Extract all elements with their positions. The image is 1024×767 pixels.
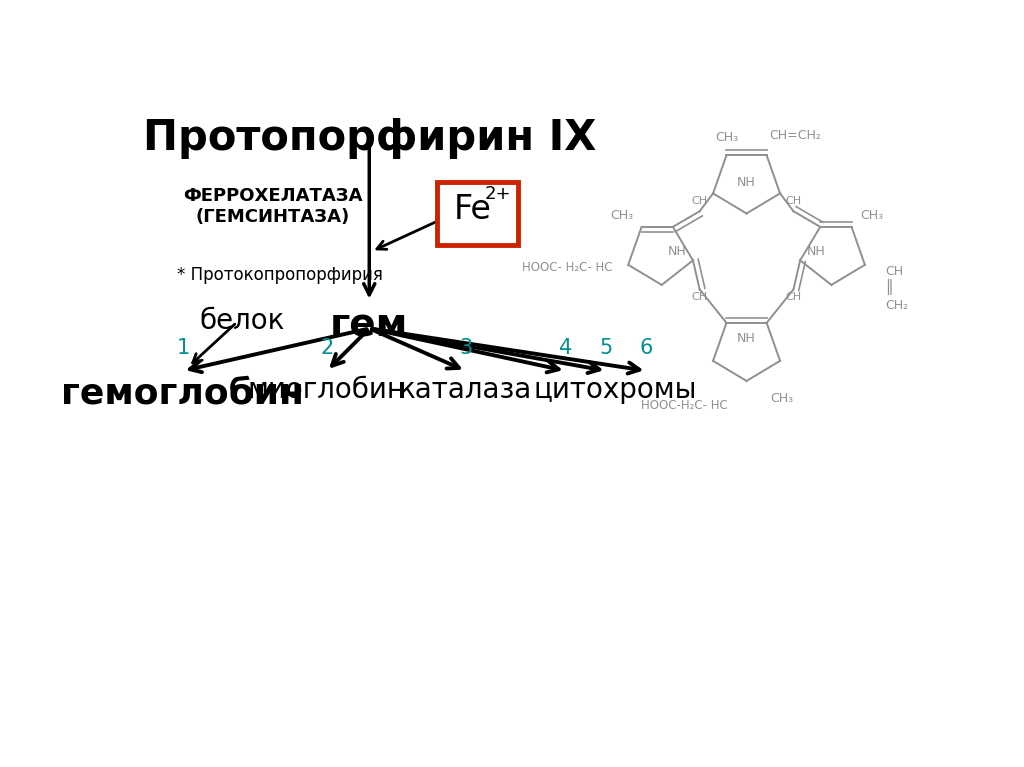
Bar bbox=[437, 182, 518, 245]
Text: CH: CH bbox=[885, 265, 903, 278]
Text: 5: 5 bbox=[600, 337, 613, 357]
Text: NH: NH bbox=[737, 332, 756, 345]
Text: 1: 1 bbox=[176, 337, 189, 357]
Text: белок: белок bbox=[200, 307, 285, 335]
Text: CH: CH bbox=[691, 291, 708, 301]
Text: миоглобин: миоглобин bbox=[248, 376, 406, 404]
Text: * Протокопропорфирия: * Протокопропорфирия bbox=[177, 265, 383, 284]
Text: CH₃: CH₃ bbox=[860, 209, 883, 222]
Text: гем: гем bbox=[330, 307, 409, 345]
Text: Fe: Fe bbox=[454, 193, 492, 225]
Text: ‖: ‖ bbox=[885, 279, 893, 295]
Text: гемоглобин: гемоглобин bbox=[61, 376, 304, 410]
Text: NH: NH bbox=[737, 176, 756, 189]
Text: CH=CH₂: CH=CH₂ bbox=[770, 129, 821, 142]
Text: CH₃: CH₃ bbox=[610, 209, 633, 222]
Text: HOOC- H₂C- HC: HOOC- H₂C- HC bbox=[522, 261, 612, 274]
Text: CH: CH bbox=[785, 196, 802, 206]
Text: 2+: 2+ bbox=[484, 185, 511, 202]
Text: цитохромы: цитохромы bbox=[534, 376, 697, 404]
Text: NH: NH bbox=[807, 245, 825, 258]
Text: CH: CH bbox=[691, 196, 708, 206]
Text: CH₃: CH₃ bbox=[715, 131, 738, 144]
Text: CH₃: CH₃ bbox=[771, 392, 794, 405]
Text: каталаза: каталаза bbox=[399, 376, 532, 404]
Text: 6: 6 bbox=[640, 337, 653, 357]
Text: 3: 3 bbox=[459, 337, 472, 357]
Text: CH: CH bbox=[785, 291, 802, 301]
Text: Протопорфирин IX: Протопорфирин IX bbox=[142, 117, 596, 159]
Text: CH₂: CH₂ bbox=[885, 298, 908, 311]
Text: 4: 4 bbox=[559, 337, 572, 357]
Text: 2: 2 bbox=[321, 337, 334, 357]
Text: ФЕРРОХЕЛАТАЗА
(ГЕМСИНТАЗА): ФЕРРОХЕЛАТАЗА (ГЕМСИНТАЗА) bbox=[183, 187, 362, 226]
Text: HOOC-H₂C- HC: HOOC-H₂C- HC bbox=[641, 399, 727, 412]
Text: NH: NH bbox=[668, 245, 687, 258]
